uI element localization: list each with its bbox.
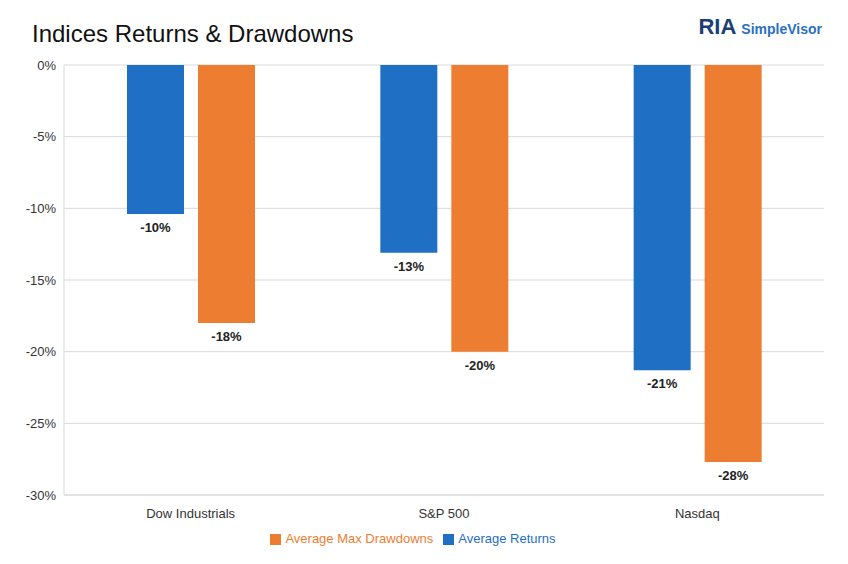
svg-text:-18%: -18%	[211, 329, 242, 344]
svg-text:-20%: -20%	[465, 358, 496, 373]
html-text:Indices Returns & Drawdowns: Indices Returns & Drawdowns	[32, 20, 354, 47]
svg-text:Dow Industrials: Dow Industrials	[146, 506, 235, 521]
svg-text:-30%: -30%	[26, 488, 57, 503]
html-text:Average Max Drawdowns: Average Max Drawdowns	[285, 531, 434, 546]
svg-text:-21%: -21%	[647, 376, 678, 391]
svg-text:0%: 0%	[37, 58, 56, 73]
html-text:RIA SimpleVisor: RIA SimpleVisor	[698, 14, 822, 39]
svg-text:-15%: -15%	[26, 273, 57, 288]
html-text:Average Returns: Average Returns	[458, 531, 556, 546]
svg-text:-10%: -10%	[26, 201, 57, 216]
svg-text:S&P 500: S&P 500	[418, 506, 469, 521]
svg-text:-25%: -25%	[26, 416, 57, 431]
svg-text:-5%: -5%	[33, 129, 57, 144]
svg-text:-20%: -20%	[26, 344, 57, 359]
svg-text:-13%: -13%	[394, 259, 425, 274]
svg-text:-28%: -28%	[718, 468, 749, 483]
svg-text:Nasdaq: Nasdaq	[675, 506, 720, 521]
svg-text:-10%: -10%	[140, 220, 171, 235]
